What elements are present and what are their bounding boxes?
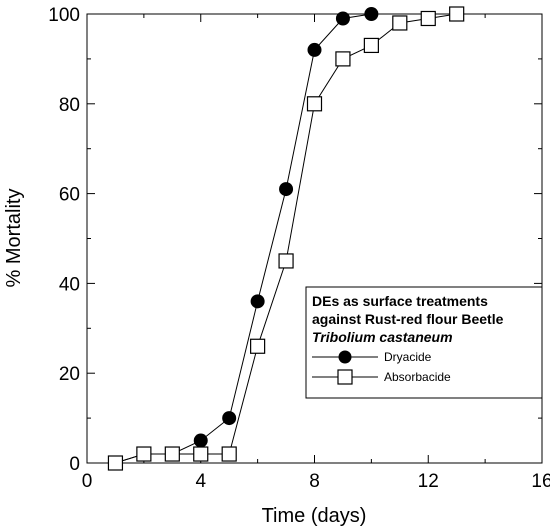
legend-label-dryacide: Dryacide [384,350,432,364]
data-point-dryacide [250,294,265,309]
data-point-absorbacide [449,6,465,22]
legend-marker-absorbacide [337,369,353,385]
data-point-dryacide [335,11,350,26]
legend-marker-dryacide [338,350,352,364]
data-point-absorbacide [420,10,436,27]
data-point-absorbacide [193,446,209,462]
data-point-absorbacide [136,446,152,462]
x-tick-label: 12 [418,471,439,492]
data-point-absorbacide [392,15,408,31]
x-tick-label: 16 [531,471,550,492]
data-point-absorbacide [164,446,180,462]
data-point-absorbacide [278,253,294,269]
x-tick-label: 4 [195,471,206,492]
y-tick-label: 40 [59,274,80,295]
legend-title-line-1: DEs as surface treatments [312,293,488,309]
data-point-dryacide [364,7,379,21]
data-point-absorbacide [107,455,124,471]
data-point-absorbacide [221,446,237,462]
data-point-absorbacide [250,338,266,354]
legend-label-absorbacide: Absorbacide [384,370,451,384]
data-point-absorbacide [335,51,351,67]
y-axis-title: % Mortality [3,189,25,288]
x-axis-title: Time (days) [262,505,367,527]
series-layer [107,6,465,471]
ticks: 0 4 8 12 16 0 20 40 60 80 100 [48,5,550,492]
y-tick-label: 0 [69,454,80,475]
data-point-absorbacide [363,37,379,54]
y-tick-label: 100 [48,5,80,26]
legend-title-line-3: Tribolium castaneum [312,329,453,345]
y-tick-label: 80 [59,95,80,116]
data-point-absorbacide [306,96,323,112]
y-tick-label: 20 [59,364,80,385]
data-point-dryacide [307,42,322,57]
y-tick-label: 60 [59,185,80,206]
legend-title-line-2: against Rust-red flour Beetle [312,311,504,327]
legend: DEs as surface treatments against Rust-r… [305,286,543,399]
data-point-dryacide [193,433,208,448]
data-point-dryacide [222,411,237,426]
x-tick-label: 0 [82,471,93,492]
data-point-dryacide [279,182,294,197]
series-absorbacide [107,6,465,471]
x-tick-label: 8 [309,471,320,492]
